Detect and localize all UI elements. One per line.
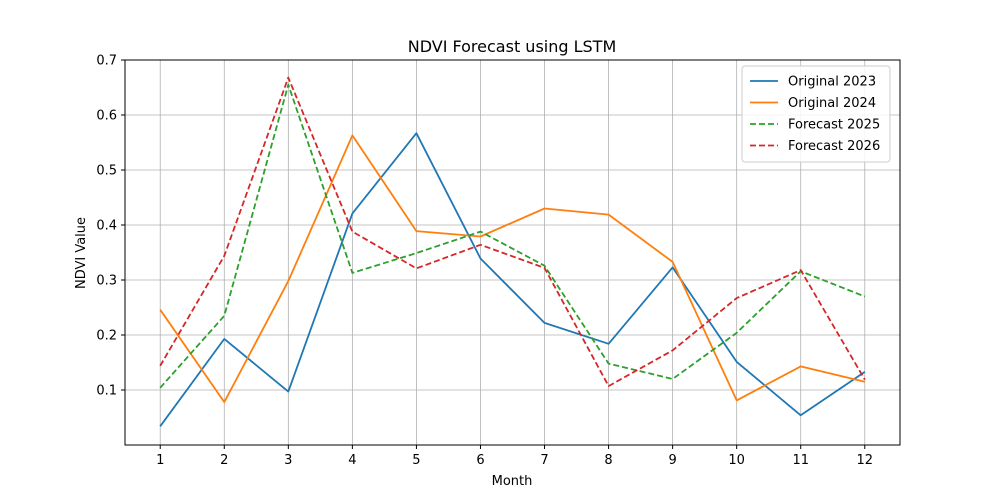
- y-tick-label: 0.3: [96, 274, 117, 289]
- x-tick-label: 8: [604, 453, 612, 468]
- x-tick-label: 12: [856, 453, 873, 468]
- legend-label: Forecast 2026: [788, 139, 880, 154]
- y-tick-label: 0.7: [96, 54, 117, 69]
- y-tick-label: 0.2: [96, 329, 117, 344]
- y-axis-label: NDVI Value: [74, 217, 89, 289]
- y-tick-label: 0.5: [96, 164, 117, 179]
- legend-label: Original 2023: [788, 75, 876, 90]
- x-tick-label: 10: [728, 453, 745, 468]
- x-axis-label: Month: [492, 474, 533, 489]
- legend-label: Original 2024: [788, 96, 876, 111]
- legend-label: Forecast 2025: [788, 118, 880, 133]
- y-tick-label: 0.6: [96, 109, 117, 124]
- x-tick-label: 9: [668, 453, 676, 468]
- legend: Original 2023 Original 2024 Forecast 2025 F…: [742, 66, 890, 162]
- x-tick-label: 5: [412, 453, 420, 468]
- y-tick-label: 0.1: [96, 384, 117, 399]
- x-tick-label: 11: [792, 453, 809, 468]
- x-tick-label: 3: [284, 453, 292, 468]
- chart-title: NDVI Forecast using LSTM: [408, 37, 617, 56]
- x-tick-label: 6: [476, 453, 484, 468]
- x-tick-label: 1: [156, 453, 164, 468]
- x-tick-label: 2: [220, 453, 228, 468]
- y-tick-label: 0.4: [96, 219, 117, 234]
- x-tick-label: 7: [540, 453, 548, 468]
- x-tick-label: 4: [348, 453, 356, 468]
